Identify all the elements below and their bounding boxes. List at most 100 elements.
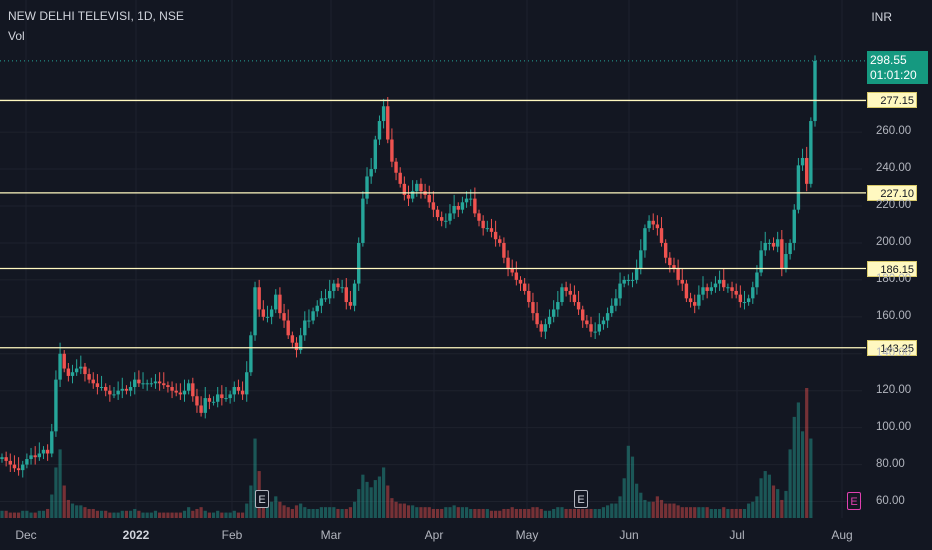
candle-body — [186, 383, 191, 391]
candle-body — [390, 139, 394, 162]
volume-bar — [4, 510, 8, 518]
volume-bar — [423, 507, 427, 518]
candle-body — [215, 394, 220, 402]
candle-body — [722, 279, 726, 288]
candle-body — [767, 242, 772, 244]
volume-bar — [630, 456, 635, 518]
x-axis-tick: May — [515, 528, 539, 542]
volume-bar — [41, 510, 46, 518]
candle-body — [274, 294, 278, 310]
candle-body — [108, 390, 112, 395]
candle-body — [556, 302, 560, 310]
volume-bar — [195, 508, 199, 518]
candle-body — [373, 139, 378, 170]
volume-bar — [688, 507, 693, 518]
x-axis-tick: Apr — [424, 528, 444, 542]
y-axis-tick: 240.00 — [876, 162, 912, 175]
candle-body — [547, 316, 552, 325]
volume-bar — [643, 499, 647, 518]
candle-body — [668, 257, 672, 266]
candle-body — [286, 320, 290, 336]
candle-body — [332, 283, 336, 291]
volume-bar — [278, 501, 282, 518]
candle-body — [755, 272, 759, 288]
volume-bar — [79, 505, 83, 518]
volume-bar — [659, 499, 664, 518]
candle-body — [502, 242, 506, 258]
volume-bar — [788, 449, 792, 518]
volume-bar — [796, 402, 801, 518]
volume-bar — [158, 512, 162, 518]
currency-label: INR — [871, 10, 892, 24]
candle-body — [560, 287, 564, 303]
volume-bar — [394, 501, 398, 518]
candle-body — [191, 383, 195, 397]
volume-bar — [726, 508, 730, 518]
volume-bar — [502, 508, 506, 518]
volume-bar — [166, 512, 170, 518]
volume-bar — [12, 512, 17, 518]
volume-bar — [162, 512, 166, 518]
candle-body — [365, 176, 369, 199]
volume-bar — [771, 485, 776, 518]
earnings-event-badge-upcoming[interactable]: E — [847, 492, 861, 510]
candle-body — [717, 279, 722, 284]
volume-bar — [319, 507, 323, 518]
x-axis-tick: Aug — [831, 528, 853, 542]
volume-bar — [489, 510, 494, 518]
earnings-event-badge[interactable]: E — [255, 490, 269, 508]
candle-body — [705, 287, 709, 291]
volume-bar — [564, 508, 568, 518]
candle-body — [684, 283, 689, 299]
volume-bar — [265, 503, 270, 518]
volume-bar — [514, 508, 518, 518]
earnings-event-badge[interactable]: E — [574, 490, 588, 508]
candle-body — [601, 320, 606, 325]
volume-bar — [626, 445, 630, 518]
candle-body — [444, 220, 448, 222]
candle-body — [406, 194, 411, 199]
volume-bar — [25, 510, 29, 518]
x-axis-tick: Feb — [221, 528, 243, 542]
candle-body — [66, 368, 71, 376]
candle-body — [269, 309, 274, 317]
volume-bar — [398, 503, 402, 518]
candle-body — [639, 250, 643, 269]
candle-body — [166, 385, 170, 388]
volume-bar — [469, 508, 473, 518]
volume-bar — [498, 510, 502, 518]
candle-body — [240, 390, 245, 395]
candle-body — [128, 387, 133, 391]
volume-bar — [203, 510, 207, 518]
candle-body — [415, 183, 419, 192]
volume-bar — [133, 508, 137, 518]
candle-body — [99, 387, 104, 389]
volume-bar — [83, 507, 87, 518]
candle-body — [709, 287, 714, 291]
candle-body — [228, 394, 232, 399]
volume-bar — [556, 507, 560, 518]
candle-body — [410, 191, 415, 199]
candle-body — [576, 302, 581, 310]
volume-bar — [58, 449, 62, 518]
candle-body — [531, 302, 535, 314]
volume-bar — [664, 503, 668, 518]
candle-body — [419, 183, 423, 192]
candle-body — [124, 388, 129, 391]
candle-body — [535, 313, 539, 325]
candle-body — [518, 279, 523, 284]
candle-body — [29, 455, 33, 460]
volume-bar — [95, 510, 100, 518]
volume-bar — [672, 503, 676, 518]
volume-bar — [187, 507, 191, 518]
candle-body — [610, 305, 614, 314]
candle-body — [323, 298, 328, 300]
volume-bar — [722, 507, 726, 518]
volume-bar — [531, 507, 535, 518]
volume-bar — [705, 507, 709, 518]
candle-body — [195, 396, 199, 406]
candle-body — [41, 449, 46, 454]
volume-bar — [784, 490, 788, 518]
candle-body — [157, 381, 162, 384]
